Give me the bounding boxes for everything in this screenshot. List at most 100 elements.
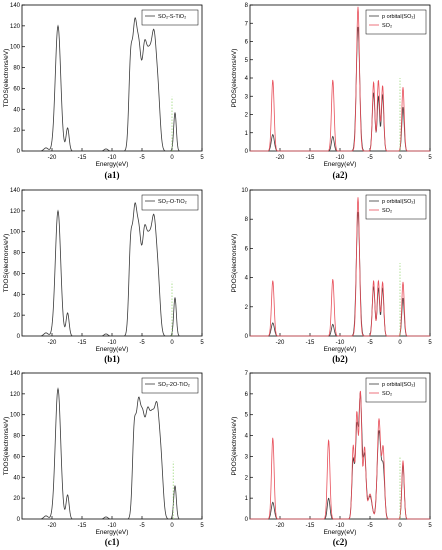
y-tick-label: 7 [245,21,249,27]
panel-caption: (a2) [333,170,348,180]
y-tick-label: 6 [245,392,249,398]
x-axis-label: Energy(eV) [96,529,129,536]
y-tick-label: 100 [10,45,21,51]
y-tick-label: 120 [10,392,21,398]
y-tick-label: 0 [17,149,21,155]
x-tick-label: 5 [428,155,432,161]
y-tick-label: 60 [13,271,20,277]
x-axis-label: Energy(eV) [324,529,357,536]
x-tick-label: -15 [78,155,87,161]
y-tick-label: 10 [241,188,248,194]
x-tick-label: 5 [200,523,204,529]
y-tick-label: 8 [245,3,249,9]
x-tick-label: -5 [367,155,373,161]
y-tick-label: 4 [245,276,249,282]
legend-box [141,377,199,394]
panel-b1: -20 -15 -10 -5 0 5 0 20 40 60 80 100 120 140 Energy(eV… [3,188,204,364]
y-axis-label: TDOS(electrons/eV) [3,49,10,108]
y-axis-label: TDOS(electrons/eV) [3,234,10,293]
y-tick-label: 20 [13,496,20,502]
x-tick-label: -10 [336,523,345,529]
x-tick-label: -20 [48,340,57,346]
panel-caption: (b2) [332,354,348,364]
x-tick-label: -10 [108,523,117,529]
y-tick-label: 100 [10,230,21,236]
x-axis-label: Energy(eV) [96,161,129,168]
x-tick-label: 5 [200,340,204,346]
y-tick-label: 2 [245,113,249,119]
y-tick-label: 80 [13,434,20,440]
series-line-tdos [22,387,202,520]
y-tick-label: 60 [13,86,20,92]
x-axis-label: Energy(eV) [324,161,357,168]
y-tick-label: 80 [13,251,20,257]
y-axis-label: PDOS(electrons/eV) [231,49,238,108]
legend-label: SO₂ [382,23,392,29]
y-tick-label: 140 [10,188,21,194]
x-tick-label: -20 [276,523,285,529]
y-tick-label: 60 [13,454,20,460]
x-tick-label: -5 [367,523,373,529]
y-axis-label: PDOS(electrons/eV) [231,234,238,293]
y-tick-label: 120 [10,209,21,215]
series-line-so2 [250,197,430,337]
y-tick-label: 4 [245,434,249,440]
series-line-so2 [250,390,430,520]
legend-label: p orbital(SO₂) [382,14,415,20]
x-tick-label: -20 [276,155,285,161]
y-tick-label: 1 [245,131,249,137]
legend-label: SO₂-O-TiO₂ [158,199,187,205]
plot-frame [21,189,203,337]
legend-label: p orbital(SO₂) [382,199,415,205]
plot-frame [21,372,203,520]
x-tick-label: 0 [398,155,402,161]
x-tick-label: -15 [306,340,315,346]
y-tick-label: 0 [245,517,249,523]
legend-label: SO₂ [382,208,392,214]
panel-caption: (a1) [105,170,120,180]
x-tick-label: -10 [108,155,117,161]
x-tick-label: 0 [398,523,402,529]
legend-box [141,194,199,211]
x-tick-label: -15 [306,155,315,161]
series-line-tdos [22,201,202,337]
y-tick-label: 140 [10,371,21,377]
x-tick-label: 5 [428,340,432,346]
y-tick-label: 20 [13,128,20,134]
panel-c1: -20 -15 -10 -5 0 5 0 20 40 60 80 100 120 140 Energy(eV… [3,371,204,547]
x-tick-label: -20 [48,523,57,529]
y-tick-label: 1 [245,496,249,502]
legend-box [365,9,427,35]
x-tick-label: 0 [398,340,402,346]
y-tick-label: 8 [245,217,249,223]
y-tick-label: 5 [245,58,249,64]
x-tick-label: -5 [139,340,145,346]
panel-caption: (c2) [333,537,348,547]
y-tick-label: 0 [17,517,21,523]
y-tick-label: 120 [10,24,21,30]
x-tick-label: -5 [139,523,145,529]
y-tick-label: 7 [245,371,249,377]
y-tick-label: 5 [245,413,249,419]
y-tick-label: 80 [13,66,20,72]
x-tick-label: -20 [276,340,285,346]
panel-caption: (c1) [105,537,120,547]
series-line-tdos [22,16,202,152]
legend-label: p orbital(SO₂) [382,382,415,388]
x-tick-label: -5 [367,340,373,346]
legend-label: SO₂-S-TiO₂ [158,14,186,20]
x-tick-label: -15 [78,340,87,346]
legend-box [141,9,199,26]
x-tick-label: -10 [336,155,345,161]
x-tick-label: -5 [139,155,145,161]
legend-label: SO₂-2O-TiO₂ [158,382,190,388]
panel-c2: -20 -15 -10 -5 0 5 0 1 2 3 4 5 6 7 Energy(eV) PDOS(elec… [231,371,432,547]
y-tick-label: 6 [245,246,249,252]
y-axis-label: PDOS(electrons/eV) [231,417,238,476]
x-axis-label: Energy(eV) [96,346,129,353]
y-tick-label: 3 [245,94,249,100]
y-tick-label: 40 [13,475,20,481]
y-tick-label: 2 [245,475,249,481]
x-tick-label: 5 [200,155,204,161]
